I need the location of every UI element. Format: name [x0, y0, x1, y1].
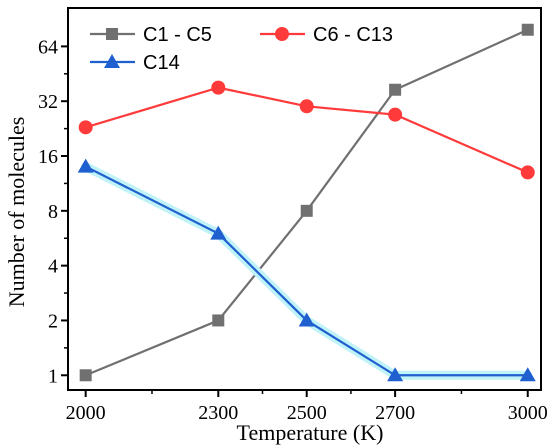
y-tick-label: 32 [38, 91, 58, 113]
series-1 [78, 80, 535, 180]
data-point [298, 312, 315, 327]
data-point [78, 120, 93, 135]
legend-item: C14 [90, 52, 180, 74]
x-tick-label: 2500 [287, 402, 327, 424]
y-tick-label: 8 [48, 201, 58, 223]
legend-item: C6 - C13 [260, 24, 393, 46]
data-point [519, 367, 536, 382]
data-point [389, 83, 402, 96]
y-tick-label: 64 [38, 36, 58, 58]
y-tick-label: 2 [48, 310, 58, 332]
legend: C1 - C5 C6 - C13 C14 [90, 24, 393, 74]
legend-label: C6 - C13 [313, 24, 393, 46]
series-line-glow [81, 162, 533, 380]
data-point [521, 23, 534, 36]
y-axis-title: Number of molecules [4, 117, 29, 308]
legend-label: C1 - C5 [143, 24, 212, 46]
data-point [300, 204, 313, 217]
data-point [210, 225, 227, 240]
axes-layer: 2000 2300 2500 2700 3000 1 2 4 8 16 32 64 [38, 7, 548, 424]
data-point [79, 369, 92, 382]
x-tick-label: 2300 [198, 402, 238, 424]
x-tick-label: 3000 [508, 402, 548, 424]
x-tick-label: 2000 [66, 402, 106, 424]
series-layer [77, 23, 536, 382]
data-point [388, 107, 403, 122]
legend-item: C1 - C5 [90, 24, 212, 46]
x-axis-title: Temperature (K) [237, 420, 384, 445]
plot-frame [67, 7, 542, 391]
series-0 [79, 23, 534, 382]
data-point [299, 99, 314, 114]
data-point [212, 314, 225, 327]
legend-label: C14 [143, 52, 180, 74]
y-tick-label: 1 [48, 365, 58, 387]
y-tick-label: 4 [48, 256, 58, 278]
data-point [520, 165, 535, 180]
legend-marker [275, 27, 289, 41]
series-2 [77, 158, 536, 382]
legend-marker [106, 28, 118, 40]
y-tick-label: 16 [38, 146, 58, 168]
data-point [387, 367, 404, 382]
data-point [211, 80, 226, 95]
legend-marker [104, 54, 120, 68]
x-tick-label: 2700 [375, 402, 415, 424]
data-point [77, 158, 94, 173]
